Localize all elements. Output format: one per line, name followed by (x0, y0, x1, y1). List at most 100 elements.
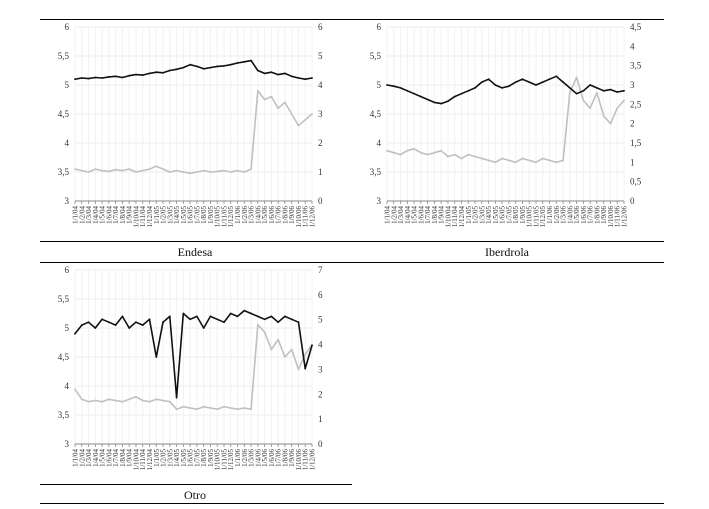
data-point-left-axis (162, 71, 164, 74)
data-point-left-axis (80, 324, 83, 326)
y-right-tick-label: 6 (318, 22, 323, 32)
y-right-tick-label: 2,5 (630, 99, 642, 109)
data-point-right-axis (229, 407, 232, 409)
x-tick-label: 1/7/05 (193, 206, 201, 224)
x-tick-label: 1/6/05 (499, 206, 507, 224)
data-point-left-axis (108, 321, 110, 324)
data-point-right-axis (108, 398, 110, 401)
data-point-left-axis (168, 315, 171, 318)
data-point-left-axis (609, 88, 612, 91)
data-point-left-axis (87, 77, 90, 80)
data-point-left-axis (575, 92, 578, 95)
data-point-right-axis (189, 172, 192, 175)
data-point-left-axis (290, 318, 293, 321)
x-tick-label: 1/7/06 (275, 206, 283, 224)
data-point-left-axis (501, 87, 503, 89)
data-point-right-axis (440, 149, 443, 152)
data-point-left-axis (270, 315, 273, 318)
data-point-right-axis (121, 400, 124, 403)
x-tick-label: 1/9/06 (600, 206, 608, 224)
x-tick-label: 1/11/04 (139, 206, 147, 228)
data-point-left-axis (114, 75, 117, 78)
y-left-tick-label: 4,5 (58, 352, 70, 362)
data-point-left-axis (128, 327, 131, 329)
data-point-right-axis (196, 408, 198, 411)
data-point-left-axis (277, 73, 279, 76)
data-point-left-axis (236, 62, 239, 64)
caption-rule-top-row (40, 241, 664, 242)
x-tick-label: 1/2/04 (78, 449, 86, 467)
data-point-left-axis (474, 87, 476, 89)
data-point-right-axis (263, 98, 266, 101)
data-point-left-axis (175, 396, 178, 399)
x-tick-label: 1/9/05 (207, 206, 215, 224)
data-point-right-axis (623, 99, 625, 102)
x-tick-label: 1/6/06 (580, 206, 588, 224)
data-point-left-axis (277, 321, 279, 324)
data-point-right-axis (162, 399, 164, 402)
x-tick-label: 1/9/05 (519, 206, 527, 224)
data-point-left-axis (311, 344, 313, 347)
data-point-right-axis (589, 107, 591, 110)
data-point-right-axis (270, 348, 273, 351)
x-tick-label: 1/3/06 (248, 449, 256, 467)
data-point-left-axis (589, 84, 591, 86)
data-point-right-axis (406, 149, 409, 152)
data-point-left-axis (250, 312, 253, 315)
data-point-right-axis (155, 165, 158, 168)
data-point-left-axis (189, 63, 192, 66)
data-point-right-axis (304, 118, 307, 121)
x-tick-label: 1/11/05 (220, 206, 228, 228)
x-tick-label: 1/5/04 (99, 206, 107, 224)
caption-endesa: Endesa (177, 245, 213, 259)
y-right-tick-label: 4 (318, 80, 323, 90)
bottom-rule (40, 503, 664, 504)
y-left-tick-label: 5,5 (58, 294, 70, 304)
data-point-right-axis (460, 157, 463, 160)
y-left-tick-label: 5,5 (58, 51, 70, 61)
data-point-left-axis (453, 95, 456, 98)
x-tick-label: 1/6/04 (417, 206, 425, 224)
y-right-tick-label: 6 (318, 290, 323, 300)
data-point-right-axis (189, 407, 192, 409)
data-point-right-axis (250, 168, 253, 171)
x-tick-label: 1/3/04 (397, 206, 405, 224)
data-point-left-axis (155, 71, 158, 74)
data-point-left-axis (162, 321, 164, 324)
data-point-right-axis (277, 107, 279, 110)
data-point-right-axis (494, 161, 497, 164)
data-point-left-axis (440, 102, 443, 105)
x-tick-label: 1/9/05 (207, 449, 215, 467)
x-tick-label: 1/11/04 (139, 449, 147, 471)
data-point-left-axis (168, 69, 171, 72)
data-point-left-axis (494, 84, 497, 86)
data-point-right-axis (148, 168, 151, 171)
data-point-right-axis (453, 153, 456, 156)
x-tick-label: 1/8/04 (119, 449, 127, 467)
y-right-tick-label: 3 (318, 109, 323, 119)
x-tick-label: 1/4/04 (92, 449, 100, 467)
y-right-tick-label: 7 (318, 265, 323, 275)
x-tick-label: 1/6/05 (187, 206, 195, 224)
data-point-right-axis (270, 95, 273, 98)
x-tick-label: 1/6/04 (105, 206, 113, 224)
data-point-right-axis (284, 101, 286, 104)
x-tick-label: 1/11/05 (220, 449, 228, 471)
data-point-left-axis (514, 81, 517, 83)
data-point-left-axis (114, 324, 117, 326)
data-point-left-axis (243, 60, 246, 63)
data-point-left-axis (311, 77, 313, 79)
chart-otro: 65,554,543,53765432101/1/041/2/041/3/041… (58, 265, 323, 471)
series-line-right-axis (386, 76, 625, 164)
data-point-left-axis (541, 81, 544, 83)
y-left-tick-label: 3 (377, 196, 382, 206)
data-point-right-axis (297, 368, 300, 371)
data-point-right-axis (114, 399, 117, 402)
y-right-tick-label: 3,5 (630, 61, 642, 71)
data-point-right-axis (426, 153, 429, 156)
data-point-right-axis (128, 168, 131, 171)
data-point-left-axis (528, 81, 531, 83)
data-point-right-axis (94, 399, 97, 402)
data-point-right-axis (243, 407, 246, 409)
data-point-left-axis (155, 356, 158, 358)
